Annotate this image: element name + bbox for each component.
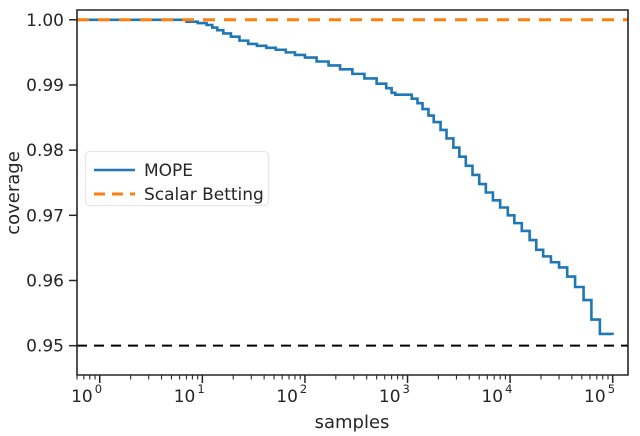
chart-legend: MOPE Scalar Betting (84, 150, 270, 207)
x-tick-label-100: 10 2 (276, 382, 307, 407)
svg-text:2: 2 (300, 382, 307, 396)
y-tick-label-0.95: 0.95 (26, 337, 64, 357)
y-tick-label-0.98: 0.98 (26, 141, 64, 161)
legend-item-mope[interactable]: MOPE (94, 161, 193, 181)
svg-text:10: 10 (276, 387, 298, 407)
x-axis-tick-labels: 10 0 10 1 10 2 10 3 10 4 10 5 (71, 382, 615, 407)
svg-text:10: 10 (174, 387, 196, 407)
x-tick-label-100000: 10 5 (584, 382, 615, 407)
axes-spines (76, 9, 629, 376)
y-axis-label: coverage (3, 151, 24, 235)
svg-text:3: 3 (403, 382, 410, 396)
legend-label-scalar-betting: Scalar Betting (144, 185, 264, 205)
svg-text:10: 10 (481, 387, 503, 407)
svg-text:10: 10 (584, 387, 606, 407)
svg-text:1: 1 (197, 382, 204, 396)
x-tick-label-10: 10 1 (174, 382, 205, 407)
x-axis-label: samples (315, 412, 390, 433)
y-tick-label-0.97: 0.97 (26, 206, 64, 226)
y-tick-label-0.96: 0.96 (26, 271, 64, 291)
x-tick-label-10000: 10 4 (481, 382, 512, 407)
data-series (77, 18, 628, 336)
y-axis-tick-labels: 0.95 0.96 0.97 0.98 0.99 1.00 (26, 11, 64, 357)
y-tick-label-1.00: 1.00 (26, 11, 64, 31)
x-tick-label-1000: 10 3 (379, 382, 410, 407)
legend-box (84, 150, 270, 207)
svg-text:0: 0 (95, 382, 102, 396)
svg-text:10: 10 (71, 387, 93, 407)
y-tick-label-0.99: 0.99 (26, 76, 64, 96)
x-tick-label-1: 10 0 (71, 382, 102, 407)
svg-text:4: 4 (505, 382, 512, 396)
legend-label-mope: MOPE (144, 161, 193, 181)
series-mope (77, 18, 614, 336)
svg-text:10: 10 (379, 387, 401, 407)
legend-item-scalar-betting[interactable]: Scalar Betting (94, 185, 264, 205)
svg-text:5: 5 (608, 382, 615, 396)
y-axis-ticks (69, 19, 77, 347)
